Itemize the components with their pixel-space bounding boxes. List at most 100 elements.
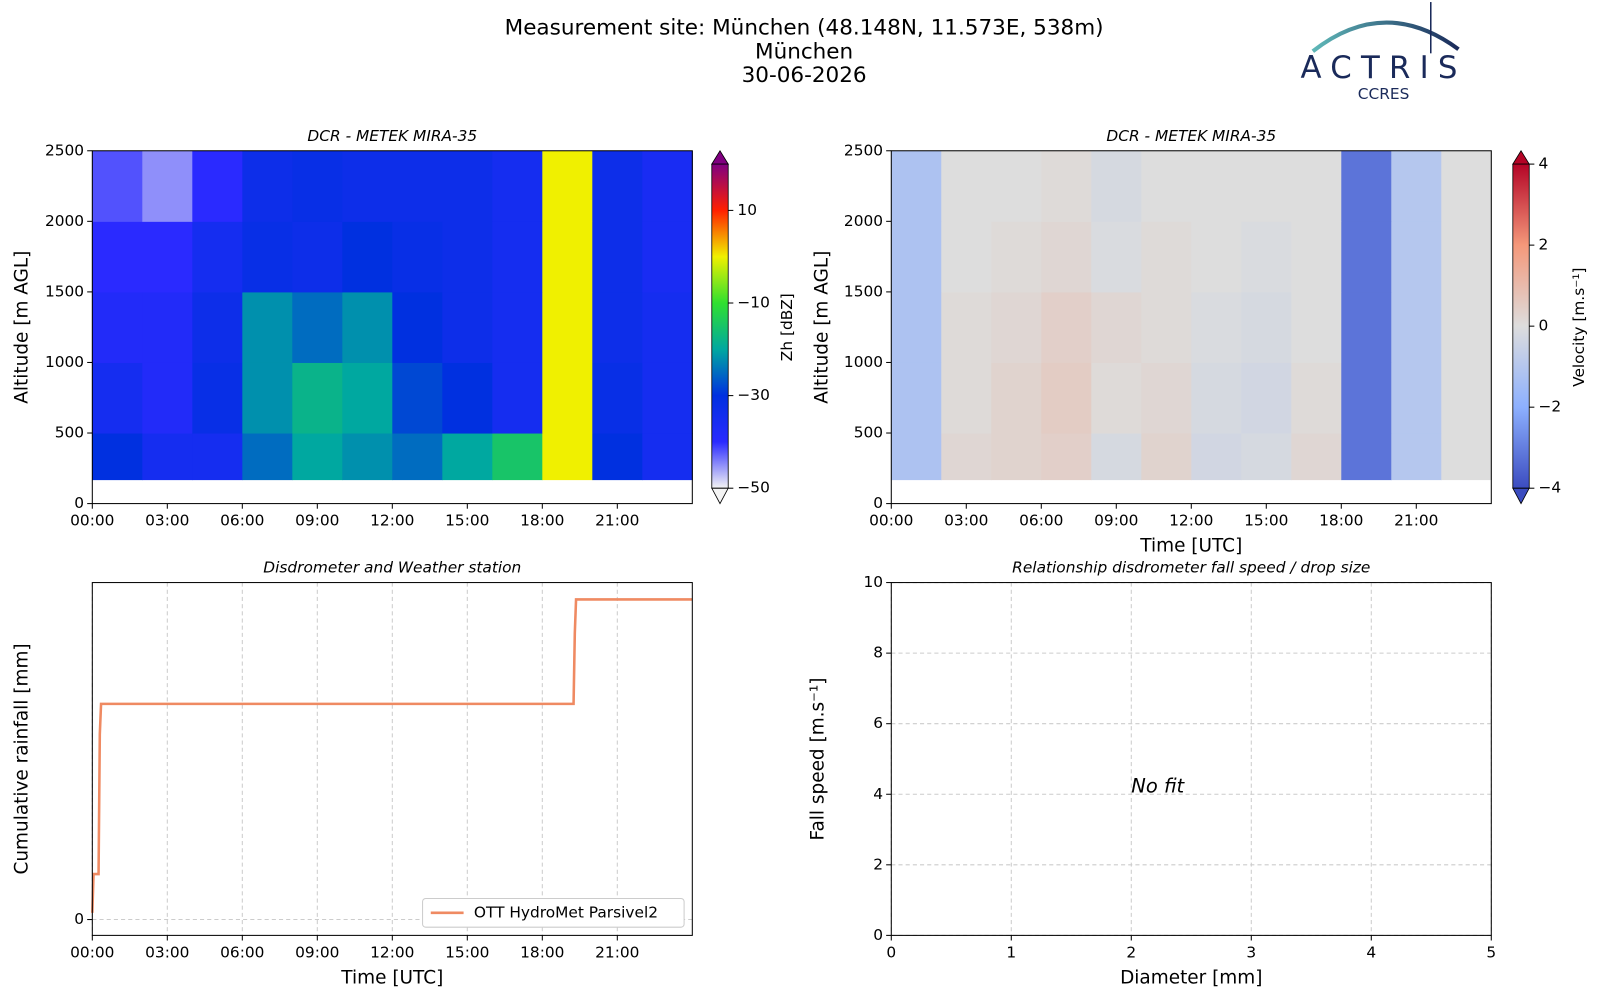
heatmap-cell: [142, 221, 193, 293]
heatmap-cell: [242, 221, 293, 293]
heatmap-cell: [342, 362, 393, 434]
logo-sub: CCRES: [1358, 85, 1410, 103]
heatmap-cell: [1291, 291, 1342, 363]
x-tick-label: 09:00: [1094, 512, 1138, 530]
heatmap-cell: [1141, 362, 1192, 434]
logo-name: ACTRIS: [1301, 50, 1467, 86]
x-tick-label: 1: [1006, 943, 1016, 961]
logo-arc: [1311, 20, 1460, 53]
heatmap-cell: [192, 291, 243, 363]
legend-box: [422, 897, 685, 928]
heatmap-cell: [292, 150, 343, 222]
heatmap-cell: [442, 291, 493, 363]
plot-frame: [890, 582, 1492, 936]
colorbar-tick-label: 4: [1538, 155, 1548, 173]
heatmap-cell: [192, 362, 243, 434]
logo: ACTRIS CCRES: [1301, 2, 1467, 103]
legend-label: OTT HydroMet Parsivel2: [474, 903, 658, 921]
heatmap-cell: [642, 291, 693, 363]
heatmap-cell: [492, 362, 543, 434]
heatmap-cell: [1441, 433, 1492, 481]
heatmap-cell: [92, 221, 143, 293]
heatmap-cell: [642, 433, 693, 481]
y-tick-label: 1500: [45, 282, 84, 300]
heatmap-cell: [1141, 433, 1192, 481]
heatmap-cell: [941, 221, 992, 293]
chart-title: DCR - METEK MIRA-35: [307, 127, 477, 145]
y-tick-label: 8: [873, 644, 883, 662]
heatmap-cell: [891, 362, 942, 434]
y-tick-label: 2000: [844, 212, 883, 230]
header-site: München: [755, 39, 853, 64]
heatmap-cell: [1391, 221, 1442, 293]
heatmap-cell: [642, 362, 693, 434]
heatmap-cell: [1141, 291, 1192, 363]
heatmap-cell: [192, 221, 243, 293]
heatmap-cell: [342, 433, 393, 481]
heatmap-cell: [1041, 362, 1092, 434]
y-tick-label: 6: [873, 714, 883, 732]
line-series: [91, 598, 693, 913]
heatmap-cell: [492, 291, 543, 363]
x-tick-label: 12:00: [370, 943, 414, 961]
heatmap-cell: [592, 433, 643, 481]
x-tick-label: 2: [1126, 943, 1136, 961]
heatmap-cell: [592, 221, 643, 293]
heatmap-cell: [1341, 362, 1392, 434]
heatmap-cell: [1091, 221, 1142, 293]
heatmap-cell: [941, 150, 992, 222]
heatmap-cell: [1341, 221, 1392, 293]
heatmap-cell: [392, 150, 443, 222]
x-tick-label: 03:00: [145, 943, 189, 961]
heatmap-cell: [1241, 291, 1292, 363]
x-tick-label: 06:00: [220, 512, 264, 530]
y-tick-label: 500: [854, 424, 883, 442]
heatmap-cell: [1041, 221, 1092, 293]
plot-frame: [890, 150, 1492, 505]
y-axis-label: Altitude [m AGL]: [812, 251, 833, 404]
colorbar: [711, 164, 729, 489]
heatmap-cell: [1291, 433, 1342, 481]
heatmap-cell: [142, 150, 193, 222]
y-tick-label: 2500: [844, 141, 883, 159]
heatmap-cell: [542, 150, 593, 222]
x-tick-label: 15:00: [445, 943, 489, 961]
heatmap-cell: [442, 362, 493, 434]
x-tick-label: 18:00: [1319, 512, 1363, 530]
x-tick-label: 03:00: [944, 512, 988, 530]
colorbar-tick-label: −4: [1538, 479, 1561, 497]
x-tick-label: 3: [1246, 943, 1256, 961]
heatmap-cell: [1091, 362, 1142, 434]
heatmap-cell: [142, 291, 193, 363]
header-title: Measurement site: München (48.148N, 11.5…: [505, 16, 1104, 41]
header-date: 30-06-2026: [742, 63, 867, 88]
x-tick-label: 06:00: [1019, 512, 1063, 530]
heatmap-cell: [1091, 150, 1142, 222]
x-tick-label: 12:00: [370, 512, 414, 530]
x-tick-label: 00:00: [70, 512, 114, 530]
heatmap-cell: [92, 362, 143, 434]
colorbar-tick-label: −10: [737, 294, 769, 312]
heatmap-cell: [1191, 433, 1242, 481]
heatmap-cell: [392, 221, 443, 293]
y-axis-label: Altitude [m AGL]: [12, 251, 33, 404]
heatmap-cell: [92, 150, 143, 222]
colorbar-tick-label: 0: [1538, 317, 1548, 335]
colorbar-tick-label: −30: [737, 386, 769, 404]
heatmap-cell: [941, 362, 992, 434]
heatmap-cell: [991, 362, 1042, 434]
heatmap-cell: [292, 221, 343, 293]
heatmap-cell: [642, 221, 693, 293]
heatmap-cell: [92, 433, 143, 481]
heatmap-cell: [1191, 221, 1242, 293]
heatmap-cell: [1141, 221, 1192, 293]
colorbar-tick-label: −2: [1538, 398, 1561, 416]
y-tick-label: 1000: [45, 353, 84, 371]
colorbar: [1512, 164, 1530, 489]
heatmap-cell: [1291, 362, 1342, 434]
heatmap-cell: [891, 291, 942, 363]
plot-frame: [91, 150, 693, 505]
chart-title: DCR - METEK MIRA-35: [1106, 127, 1276, 145]
